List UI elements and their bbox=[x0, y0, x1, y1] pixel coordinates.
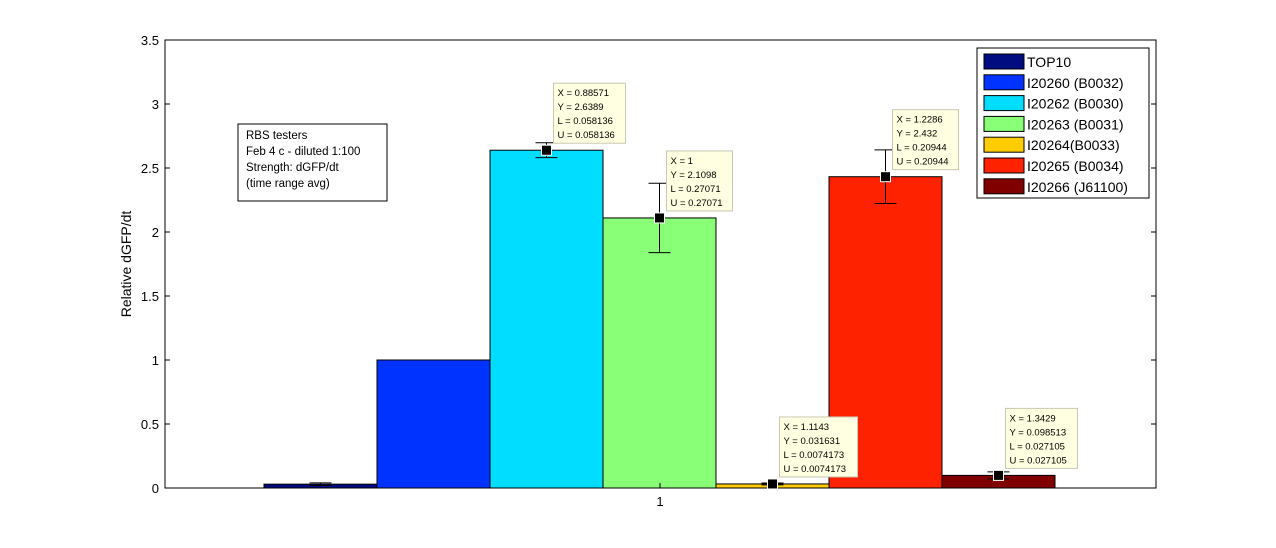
y-axis-label: Relative dGFP/dt bbox=[118, 211, 134, 318]
datatip-marker bbox=[880, 171, 891, 183]
datatip-line: L = 0.27071 bbox=[671, 184, 721, 195]
bars-group bbox=[263, 149, 1056, 489]
datatip-line: U = 0.027105 bbox=[1010, 455, 1067, 466]
y-tick-label: 3 bbox=[152, 97, 159, 112]
legend-label: I20264(B0033) bbox=[1027, 137, 1120, 153]
datatip-box bbox=[892, 109, 959, 171]
legend-label: I20262 (B0030) bbox=[1027, 96, 1124, 112]
legend-swatch bbox=[983, 157, 1025, 174]
y-tick-label: 0 bbox=[152, 481, 159, 496]
bar bbox=[602, 217, 717, 489]
legend-swatch bbox=[983, 115, 1025, 132]
datatip-line: L = 0.0074173 bbox=[784, 450, 845, 461]
datatip-line: X = 1.1143 bbox=[784, 422, 830, 433]
datatip-box bbox=[666, 150, 733, 212]
legend-swatch bbox=[983, 74, 1025, 91]
datatip-marker bbox=[767, 478, 778, 490]
datatip-marker bbox=[654, 212, 665, 224]
datatip-box bbox=[1005, 407, 1078, 469]
legend-label: I20265 (B0034) bbox=[1027, 158, 1124, 174]
datatip-box bbox=[553, 82, 626, 144]
legend-label: I20260 (B0032) bbox=[1027, 75, 1124, 91]
y-tick-label: 0.5 bbox=[141, 417, 159, 432]
legend-label: I20263 (B0031) bbox=[1027, 116, 1124, 132]
datatip-line: U = 0.20944 bbox=[897, 157, 949, 168]
datatip-line: U = 0.0074173 bbox=[784, 464, 847, 475]
y-tick-label: 1.5 bbox=[141, 289, 159, 304]
legend-label: TOP10 bbox=[1027, 54, 1071, 70]
legend-swatch bbox=[983, 178, 1025, 195]
datatip-line: Y = 2.6389 bbox=[558, 102, 604, 113]
y-axis-ticks: 0 0.5 1 1.5 2 2.5 3 3.5 bbox=[141, 33, 1156, 496]
legend-swatch bbox=[983, 53, 1025, 70]
y-tick-label: 2 bbox=[152, 225, 159, 240]
datatip-marker bbox=[541, 144, 552, 156]
datatip-line: X = 1 bbox=[671, 156, 693, 167]
datatips-group: X = 0.88571 Y = 2.6389 L = 0.058136 U = 0.0… bbox=[541, 82, 1078, 490]
datatip-line: L = 0.027105 bbox=[1010, 441, 1065, 452]
bar bbox=[489, 149, 604, 489]
x-tick-label: 1 bbox=[656, 494, 663, 509]
datatip-line: Y = 2.1098 bbox=[671, 170, 717, 181]
datatip-line: Y = 0.098513 bbox=[1010, 427, 1067, 438]
y-tick-label: 1 bbox=[152, 353, 159, 368]
y-tick-label: 2.5 bbox=[141, 161, 159, 176]
annotation-frame bbox=[237, 123, 388, 202]
legend-swatch bbox=[983, 136, 1025, 153]
datatip-line: X = 0.88571 bbox=[558, 88, 610, 99]
datatip-line: X = 1.3429 bbox=[1010, 413, 1056, 424]
y-tick-label: 3.5 bbox=[141, 33, 159, 48]
datatip-box bbox=[779, 416, 858, 478]
datatip-line: U = 0.058136 bbox=[558, 130, 615, 141]
datatip-line: L = 0.058136 bbox=[558, 116, 613, 127]
datatip-marker bbox=[993, 469, 1004, 481]
bar bbox=[376, 359, 491, 489]
legend-label: I20266 (J61100) bbox=[1027, 179, 1128, 195]
annotation-box: RBS testers Feb 4 c - diluted 1:100 Stre… bbox=[237, 123, 388, 202]
datatip-line: Y = 2.432 bbox=[897, 129, 938, 140]
legend: TOP10 I20260 (B0032) I20262 (B0030) I20263 … bbox=[976, 47, 1150, 199]
legend-swatch bbox=[983, 95, 1025, 112]
datatip-line: U = 0.27071 bbox=[671, 198, 723, 209]
annotation-line: (time range avg) bbox=[246, 178, 330, 190]
annotation-line: Strength: dGFP/dt bbox=[246, 162, 339, 174]
datatip-line: X = 1.2286 bbox=[897, 115, 943, 126]
datatip-line: Y = 0.031631 bbox=[784, 436, 841, 447]
annotation-line: Feb 4 c - diluted 1:100 bbox=[246, 146, 360, 158]
datatip-line: L = 0.20944 bbox=[897, 143, 947, 154]
annotation-line: RBS testers bbox=[246, 130, 308, 142]
